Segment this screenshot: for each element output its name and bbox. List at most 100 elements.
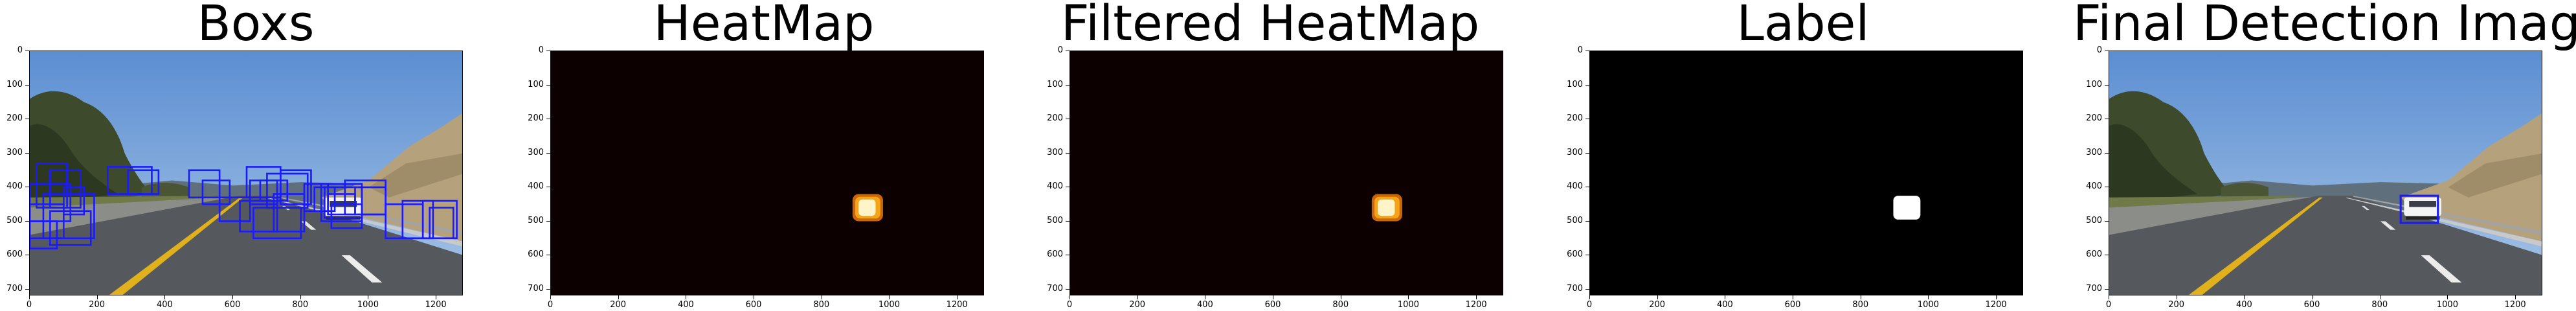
y-tick-mark <box>1585 84 1589 86</box>
x-tick-label: 200 <box>610 300 627 310</box>
x-tick-mark <box>2447 295 2448 299</box>
x-tick-label: 1000 <box>357 300 379 310</box>
hillside-shadow <box>368 153 462 198</box>
x-tick-label: 1200 <box>1985 300 2007 310</box>
y-tick-label: 600 <box>2086 249 2102 259</box>
panel-filtered-heatmap: Filtered HeatMap 0 100 200 300 400 500 600 700 0… <box>1040 0 1539 311</box>
search-box <box>49 210 92 246</box>
hillside-shadow <box>2448 153 2542 198</box>
white-lane-dash <box>2380 221 2396 230</box>
heatmap-axes <box>550 51 984 295</box>
y-tick-label: 100 <box>6 79 23 89</box>
x-tick-mark <box>889 295 890 299</box>
y-tick-label: 500 <box>528 215 544 225</box>
y-tick-label: 700 <box>2086 283 2102 294</box>
x-tick-label: 800 <box>292 300 309 310</box>
y-tick-label: 100 <box>1567 79 1583 89</box>
x-tick-label: 0 <box>26 300 32 310</box>
x-tick-mark <box>1657 295 1658 299</box>
y-tick-label: 500 <box>6 215 23 225</box>
y-tick-mark <box>546 152 550 154</box>
x-tick-label: 400 <box>156 300 173 310</box>
x-tick-label: 1000 <box>1917 300 1939 310</box>
panel-title: Filtered HeatMap <box>1060 0 1480 52</box>
y-tick-mark <box>1066 288 1070 290</box>
y-tick-label: 700 <box>528 283 544 294</box>
road <box>30 196 462 295</box>
x-tick-label: 200 <box>2168 300 2185 310</box>
y-tick-label: 300 <box>528 147 544 157</box>
y-tick-label: 200 <box>6 113 23 123</box>
x-tick-mark <box>618 295 619 299</box>
y-tick-label: 300 <box>1567 147 1583 157</box>
y-tick-mark <box>1066 152 1070 154</box>
search-box <box>239 200 278 233</box>
heat-blob-core <box>1378 199 1395 216</box>
search-box <box>63 186 85 216</box>
heat-blob-core <box>858 199 876 216</box>
x-tick-label: 1000 <box>1397 300 1419 310</box>
y-tick-label: 600 <box>1567 249 1583 259</box>
search-box <box>429 207 454 240</box>
y-tick-label: 300 <box>1047 147 1063 157</box>
x-tick-mark <box>96 295 98 299</box>
search-box <box>201 179 231 205</box>
label-image <box>1590 51 2022 295</box>
x-tick-label: 800 <box>1852 300 1869 310</box>
y-tick-label: 600 <box>1047 249 1063 259</box>
white-lane-dash <box>2361 205 2369 211</box>
y-tick-label: 100 <box>1047 79 1063 89</box>
y-tick-mark <box>546 220 550 222</box>
x-tick-label: 1200 <box>946 300 968 310</box>
x-tick-label: 600 <box>224 300 241 310</box>
y-tick-label: 0 <box>538 45 544 55</box>
yellow-lane-line <box>109 197 243 295</box>
final-road-image <box>2109 51 2542 295</box>
x-tick-label: 1000 <box>878 300 900 310</box>
panel-final-detection: Final Detection Image 0 100 200 300 400 500 60… <box>2073 0 2576 311</box>
y-tick-label: 100 <box>528 79 544 89</box>
y-tick-mark <box>25 152 29 154</box>
x-tick-label: 0 <box>1066 300 1073 310</box>
y-tick-mark <box>25 220 29 222</box>
x-tick-mark <box>1996 295 1997 299</box>
x-tick-label: 600 <box>2303 300 2320 310</box>
y-tick-mark <box>1066 84 1070 86</box>
search-box <box>280 169 312 205</box>
y-tick-label: 600 <box>6 249 23 259</box>
y-tick-label: 300 <box>6 147 23 157</box>
detection-box <box>2399 194 2439 224</box>
car-window <box>2409 201 2437 207</box>
y-tick-label: 0 <box>17 45 23 55</box>
heat-background <box>551 51 983 295</box>
y-tick-mark <box>1585 152 1589 154</box>
y-tick-label: 400 <box>1047 181 1063 191</box>
x-tick-mark <box>2244 295 2245 299</box>
y-tick-mark <box>546 84 550 86</box>
panel-boxes: Boxs 0 100 200 300 400 500 600 700 0 200 400 600 800… <box>0 0 498 311</box>
x-tick-label: 0 <box>1586 300 1593 310</box>
y-tick-mark <box>25 288 29 290</box>
white-lane-dash <box>2421 255 2462 282</box>
search-box <box>330 203 363 229</box>
y-tick-mark <box>2105 288 2109 290</box>
x-tick-label: 400 <box>2235 300 2252 310</box>
panel-title: Boxs <box>197 0 315 52</box>
panel-title: Label <box>1736 0 1870 52</box>
y-tick-mark <box>2105 152 2109 154</box>
x-tick-mark <box>300 295 301 299</box>
x-tick-mark <box>957 295 958 299</box>
y-tick-label: 600 <box>528 249 544 259</box>
label-blob <box>1893 196 1921 220</box>
search-box <box>188 169 221 199</box>
y-tick-label: 400 <box>1567 181 1583 191</box>
x-tick-label: 200 <box>1649 300 1666 310</box>
x-tick-label: 800 <box>813 300 830 310</box>
x-tick-label: 1200 <box>425 300 447 310</box>
x-tick-label: 200 <box>89 300 106 310</box>
y-tick-label: 200 <box>528 113 544 123</box>
trees-dark <box>2109 124 2198 205</box>
yellow-lane-line <box>2189 197 2323 295</box>
x-tick-mark <box>164 295 166 299</box>
road-shoulder <box>2109 196 2313 235</box>
